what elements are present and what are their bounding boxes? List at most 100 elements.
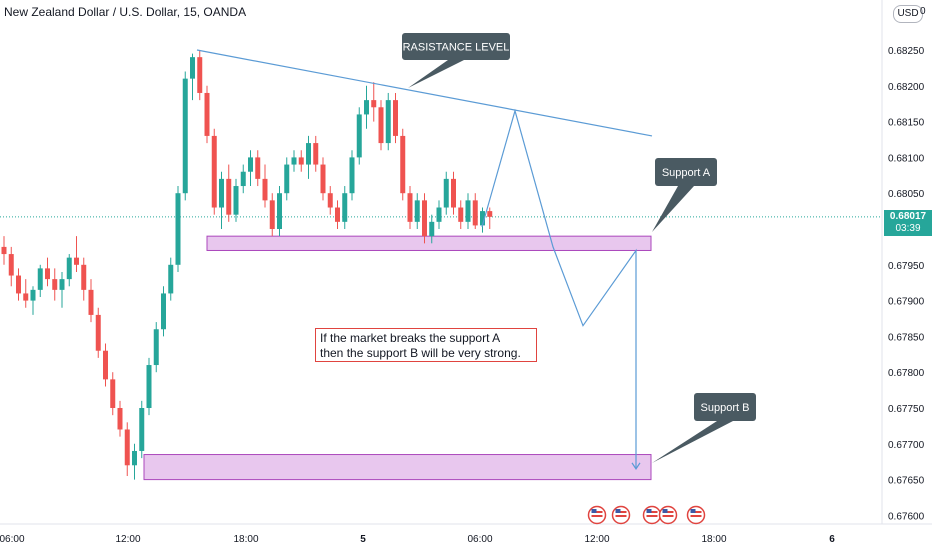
candle-body [255,157,261,179]
candle-body [320,164,326,194]
flag-canton [662,509,668,513]
candle-body [465,200,471,222]
candle-body [313,143,319,165]
current-price-tag: 0.68017 03:39 [884,210,932,236]
candle-body [30,289,36,301]
candle-body [110,379,116,408]
flag-canton [591,509,597,513]
candle-body [248,157,253,172]
current-price-label: 0.68017 [889,211,927,222]
x-tick-label: 18:00 [701,534,726,545]
candle-body [480,211,485,226]
projection-arrowhead [631,462,641,470]
candle-body [277,193,282,229]
candle-body [371,100,377,108]
x-tick-label: 18:00 [233,534,258,545]
candle-body [385,100,391,144]
candle-body [124,429,130,466]
candle-body [161,293,166,330]
y-tick-label: 0.68100 [888,153,925,164]
note-line-1: If the market breaks the support A [320,331,501,345]
candle-body [95,314,101,351]
candle-body [364,100,369,115]
support-b-callout[interactable] [694,393,756,421]
x-tick-label: 12:00 [115,534,140,545]
candle-body [168,264,174,294]
flag-stripe [646,515,658,517]
y-tick-label: 0.67650 [888,476,925,487]
resistance-callout-pointer [408,60,464,88]
support-b-zone[interactable] [143,454,652,481]
y-tick-label: 0.67750 [888,404,925,415]
support-a-zone[interactable] [206,235,652,251]
currency-button[interactable]: USD [893,5,923,23]
candle-body [81,264,87,290]
support-b-callout-pointer [652,421,733,463]
candle-body [342,193,348,222]
candle-body [291,157,297,165]
flag-stripe [662,511,674,513]
candle-body [269,200,275,229]
resistance-callout[interactable] [402,33,510,60]
candle-body [103,350,108,380]
candle-body [219,178,224,208]
flag-stripe [646,511,658,513]
candle-body [190,57,195,79]
candle-body [197,57,203,93]
flag-stripe [615,515,627,517]
candle-body [182,78,188,194]
flag-stripe [690,515,702,517]
y-tick-label: 0.67850 [888,332,925,343]
flag-stripe [662,515,674,517]
candle-body [487,211,493,217]
candle-body [458,207,464,222]
candle-body [139,408,145,451]
candle-body [414,200,420,222]
y-tick-label: 0.67600 [888,511,925,522]
candle-body [327,193,333,208]
candle-body [436,207,442,222]
candle-body [429,221,435,237]
y-tick-label: 0.67900 [888,297,925,308]
x-tick-label: 6 [829,534,835,545]
flag-stripe [690,511,702,513]
y-tick-label: 0.67700 [888,440,925,451]
y-tick-label: 0.68150 [888,118,925,129]
support-b-callout-label: Support B [701,402,750,414]
candle-body [211,135,217,208]
candle-body [226,178,232,215]
candle-body [59,279,65,290]
candle-body [233,186,239,215]
support-a-callout-pointer [652,186,694,232]
candle-body [472,200,478,226]
candle-body [45,268,50,280]
candle-body [175,193,181,265]
support-a-callout-label: Support A [662,167,711,179]
candle-body [356,114,362,158]
y-tick-label: 0.68050 [888,189,925,200]
candle-body [262,178,268,201]
candle-body [407,193,413,222]
x-tick-label: 06:00 [0,534,25,545]
candle-body [37,268,43,290]
candle-body [378,107,384,144]
support-a-callout[interactable] [655,158,717,186]
x-tick-label: 5 [360,534,366,545]
flag-stripe [615,511,627,513]
resistance-callout-label: RASISTANCE LEVEL [403,42,510,54]
projection-path[interactable] [481,108,637,469]
candle-body [422,200,427,237]
flag-stripe [591,511,603,513]
chart-title: New Zealand Dollar / U.S. Dollar, 15, OA… [4,5,247,19]
candle-body [284,164,290,194]
y-tick-label: 0.68200 [888,82,925,93]
candle-body [204,92,210,136]
resistance-trendline[interactable] [196,49,653,137]
x-tick-label: 12:00 [584,534,609,545]
x-tick-label: 06:00 [467,534,492,545]
candle-body [1,246,7,255]
candle-body [349,157,355,194]
candle-body [153,329,159,366]
